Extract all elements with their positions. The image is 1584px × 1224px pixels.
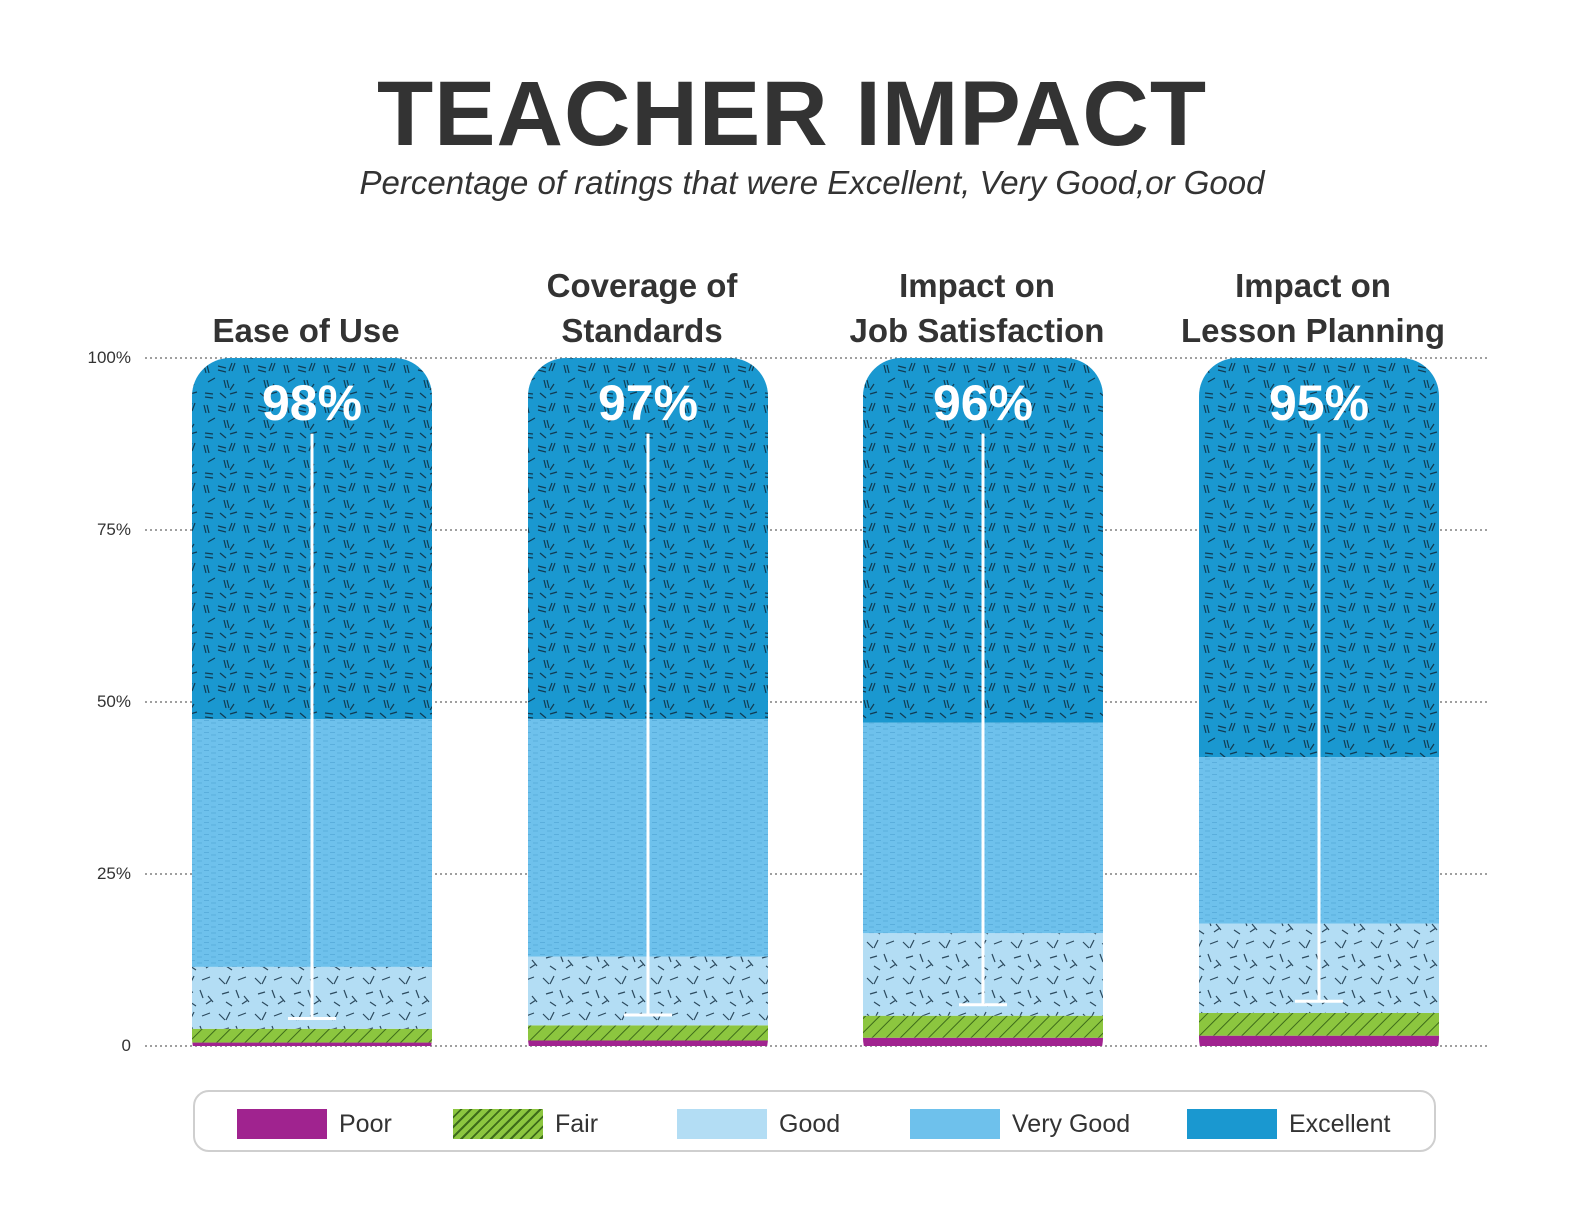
category-label: Impact on: [899, 267, 1055, 304]
legend-label: Good: [779, 1109, 841, 1138]
y-tick-label: 0: [122, 1036, 131, 1055]
legend-item-poor: Poor: [237, 1109, 392, 1139]
legend-item-fair: Fair: [453, 1109, 598, 1139]
bar-segment-fair: [528, 1025, 768, 1041]
data-label: 98%: [262, 375, 362, 431]
chart-title: TEACHER IMPACT: [376, 63, 1208, 165]
y-tick-label: 50%: [97, 692, 131, 711]
chart-subtitle: Percentage of ratings that were Excellen…: [359, 164, 1265, 201]
legend-label: Excellent: [1289, 1109, 1391, 1138]
data-label: 96%: [933, 375, 1033, 431]
legend-item-good: Good: [677, 1109, 840, 1139]
legend-item-excellent: Excellent: [1187, 1109, 1390, 1139]
data-label: 97%: [598, 375, 698, 431]
bar-segment-poor: [192, 1042, 432, 1046]
bar-segment-fair: [863, 1015, 1103, 1038]
bar-segment-fair: [1199, 1012, 1439, 1036]
legend-swatch: [1187, 1109, 1277, 1139]
legend-item-very-good: Very Good: [910, 1109, 1130, 1139]
legend-swatch: [237, 1109, 327, 1139]
y-tick-label: 75%: [97, 520, 131, 539]
category-label: Lesson Planning: [1181, 312, 1445, 349]
y-tick-label: 25%: [97, 864, 131, 883]
legend-label: Poor: [339, 1109, 392, 1138]
bar-segment-poor: [528, 1040, 768, 1046]
legend-swatch: [677, 1109, 767, 1139]
legend: Poor Fair Good Very Good Excellent: [193, 1090, 1436, 1152]
category-label: Coverage of: [547, 267, 739, 304]
legend-swatch: [910, 1109, 1000, 1139]
bar-segment-poor: [1199, 1035, 1439, 1046]
legend-swatch: [453, 1109, 543, 1139]
bar-segment-poor: [863, 1037, 1103, 1046]
category-label: Ease of Use: [212, 312, 399, 349]
y-tick-label: 100%: [88, 348, 131, 367]
data-label: 95%: [1269, 375, 1369, 431]
legend-label: Very Good: [1012, 1109, 1131, 1138]
category-label: Job Satisfaction: [850, 312, 1105, 349]
category-label: Impact on: [1235, 267, 1391, 304]
legend-label: Fair: [555, 1109, 599, 1138]
bar-segment-fair: [192, 1028, 432, 1043]
category-label: Standards: [561, 312, 722, 349]
